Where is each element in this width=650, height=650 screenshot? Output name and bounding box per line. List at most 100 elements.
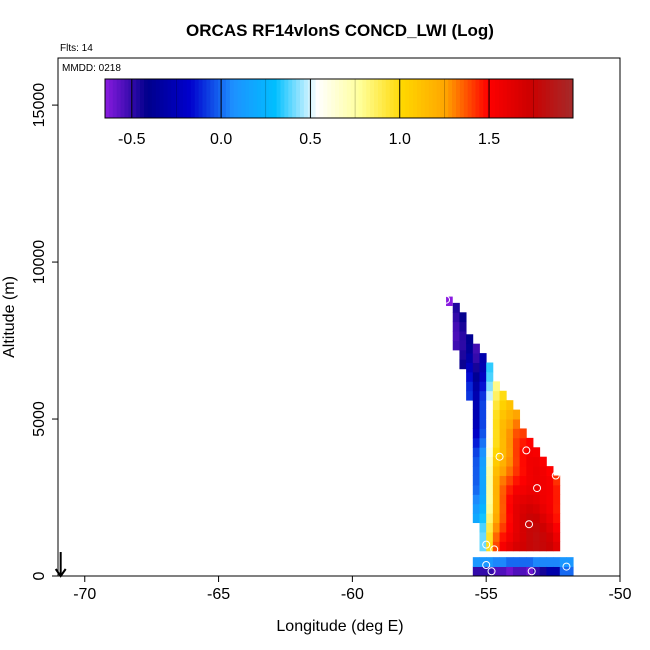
heatmap-cell — [479, 437, 487, 448]
colorbar-swatch — [241, 79, 246, 118]
heatmap-cell — [539, 513, 547, 524]
heatmap-cell — [519, 503, 527, 514]
heatmap-cell — [479, 371, 487, 382]
heatmap-cell — [506, 566, 514, 577]
heatmap-cell — [526, 532, 534, 542]
heatmap-cell — [506, 428, 514, 439]
colorbar-swatch — [198, 79, 203, 118]
colorbar-tick-label: 1.5 — [478, 131, 500, 148]
flight-marker — [495, 452, 504, 461]
heatmap-cell — [499, 447, 507, 458]
heatmap-cell — [479, 419, 487, 429]
heatmap-cell — [499, 400, 507, 411]
colorbar-swatch — [420, 79, 426, 118]
colorbar-swatch — [432, 79, 437, 118]
heatmap-cell — [492, 419, 500, 429]
colorbar-swatch — [323, 79, 328, 118]
heatmap-cell — [492, 466, 500, 476]
heatmap-cell — [533, 494, 541, 505]
y-tick-label: 5000 — [31, 401, 48, 437]
heatmap-cell — [486, 522, 494, 533]
heatmap-cell — [472, 400, 480, 411]
heatmap-cell — [472, 466, 480, 476]
colorbar-swatch — [378, 79, 383, 118]
colorbar-swatch — [510, 79, 515, 118]
y-tick-label: 0 — [31, 571, 48, 580]
heatmap-cell — [506, 541, 514, 552]
colorbar-swatch — [190, 79, 196, 118]
colorbar-swatch — [249, 79, 254, 118]
heatmap-cell — [486, 566, 494, 577]
heatmap-cell — [492, 557, 500, 567]
heatmap-cell — [559, 566, 567, 577]
flight-marker — [482, 561, 491, 570]
heatmap-cell — [499, 522, 507, 533]
colorbar-swatch — [261, 79, 266, 118]
heatmap-cell — [492, 437, 500, 448]
heatmap-cell — [512, 409, 521, 420]
heatmap-cell — [479, 353, 487, 363]
x-tick-label: -55 — [475, 586, 498, 603]
heatmap-cell — [519, 532, 527, 542]
heatmap-cell — [479, 475, 487, 486]
colorbar-swatch — [502, 79, 508, 118]
heatmap-cell — [519, 428, 527, 439]
heatmap-cell — [506, 419, 514, 429]
heatmap-cell — [472, 557, 480, 567]
heatmap-cell — [499, 466, 507, 476]
colorbar-swatch — [210, 79, 215, 118]
heatmap-cell — [499, 503, 507, 514]
heatmap-cell — [512, 503, 521, 514]
heatmap-cell — [459, 359, 467, 370]
colorbar-swatch — [366, 79, 371, 118]
heatmap-cell — [472, 428, 480, 439]
heatmap-cell — [533, 557, 541, 567]
heatmap-cell — [539, 494, 547, 505]
heatmap-cell — [526, 557, 534, 567]
heatmap-cell — [492, 475, 500, 486]
heatmap-cell — [533, 522, 541, 533]
heatmap-cell — [499, 484, 507, 495]
heatmap-cell — [466, 343, 474, 354]
heatmap-cell — [486, 371, 494, 382]
heatmap-cell — [486, 532, 494, 542]
heatmap-cell — [533, 503, 541, 514]
heatmap-cell — [479, 456, 487, 467]
heatmap-cell — [486, 428, 494, 439]
heatmap-cell — [472, 409, 480, 420]
heatmap-cell — [499, 557, 507, 567]
colorbar-swatch — [545, 79, 551, 118]
flight-marker — [533, 484, 542, 493]
heatmap-cell — [519, 541, 527, 552]
heatmap-cell — [519, 475, 527, 486]
colorbar-swatch — [105, 79, 110, 118]
heatmap-cell — [472, 437, 480, 448]
colorbar-swatch — [214, 79, 219, 118]
flight-marker — [482, 540, 491, 549]
colorbar-swatch — [381, 79, 387, 118]
flight-marker — [522, 446, 531, 455]
x-axis-label: Longitude (deg E) — [276, 618, 403, 635]
colorbar-swatch — [405, 79, 410, 118]
colorbar-swatch — [444, 79, 449, 118]
heatmap-cell — [492, 566, 500, 577]
heatmap-cell — [479, 362, 487, 373]
colorbar-swatch — [436, 79, 441, 118]
colorbar-swatch — [155, 79, 161, 118]
colorbar-swatch — [370, 79, 375, 118]
heatmap-cell — [499, 494, 507, 505]
heatmap-cell — [479, 484, 487, 495]
heatmap-cell — [553, 503, 561, 514]
colorbar-swatch — [393, 79, 398, 118]
colorbar-swatch — [163, 79, 168, 118]
colorbar-swatch — [202, 79, 207, 118]
heatmap-cell — [512, 484, 521, 495]
heatmap-cell — [452, 340, 460, 351]
heatmap-cell — [546, 494, 554, 505]
heatmap-cell — [499, 475, 507, 486]
colorbar-swatch — [374, 79, 379, 118]
heatmap-cell — [526, 503, 534, 514]
colorbar-swatch — [218, 79, 223, 118]
heatmap-cell — [506, 494, 514, 505]
